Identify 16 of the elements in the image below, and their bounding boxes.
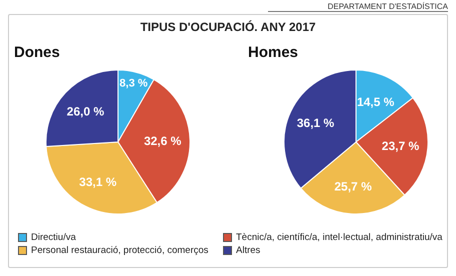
text: DEPARTAMENT D'ESTADÍSTICA — [268, 2, 448, 12]
slice-label: Dones — [14, 44, 60, 61]
data-label: 36,1 % — [296, 116, 335, 130]
data-label: 32,6 % — [144, 134, 182, 148]
data-label: 25,7 % — [334, 180, 372, 194]
legend-label: Tècnic/a, científic/a, intel·lectual, administratiu/va — [235, 232, 444, 243]
data-label: 8,3 % — [120, 78, 148, 90]
data-label: 23,7 % — [382, 138, 420, 153]
slice-label: Homes — [248, 44, 298, 61]
legend-label: Personal restauració, protecció, comerços — [30, 245, 210, 256]
legend-label: Directiu/va — [30, 232, 77, 243]
data-label: 26,0 % — [66, 104, 104, 118]
data-label: 14,5 % — [356, 94, 395, 109]
data-label: 33,1 % — [79, 174, 117, 189]
legend-label: Altres — [235, 245, 262, 256]
chart-title: TIPUS D'OCUPACIÓ. ANY 2017 — [139, 20, 317, 34]
